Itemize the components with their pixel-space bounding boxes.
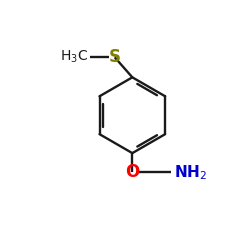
Text: S: S [109, 48, 121, 66]
Text: NH$_2$: NH$_2$ [174, 163, 207, 182]
Text: H$_3$C: H$_3$C [60, 49, 88, 66]
Text: O: O [125, 163, 140, 181]
